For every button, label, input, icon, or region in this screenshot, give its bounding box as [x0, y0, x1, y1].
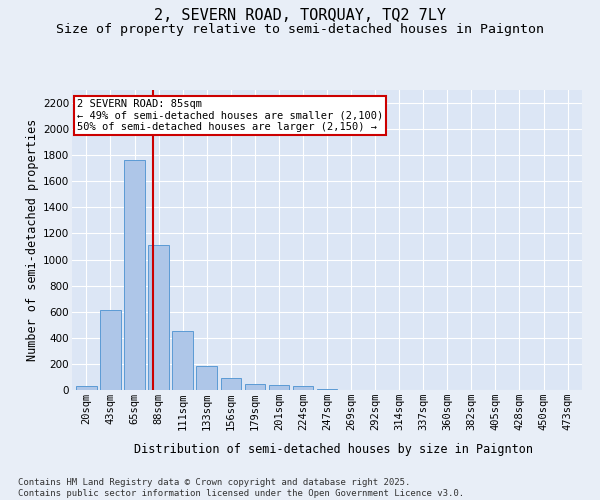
Bar: [221, 378, 241, 390]
Bar: [124, 160, 145, 390]
Bar: [317, 388, 337, 390]
Text: Size of property relative to semi-detached houses in Paignton: Size of property relative to semi-detach…: [56, 22, 544, 36]
Text: 2, SEVERN ROAD, TORQUAY, TQ2 7LY: 2, SEVERN ROAD, TORQUAY, TQ2 7LY: [154, 8, 446, 22]
Bar: [76, 386, 97, 390]
Bar: [269, 385, 289, 390]
Y-axis label: Number of semi-detached properties: Number of semi-detached properties: [26, 119, 39, 361]
Bar: [245, 384, 265, 390]
Bar: [172, 330, 193, 390]
Text: Distribution of semi-detached houses by size in Paignton: Distribution of semi-detached houses by …: [134, 442, 533, 456]
Bar: [293, 386, 313, 390]
Bar: [100, 310, 121, 390]
Bar: [196, 366, 217, 390]
Text: 2 SEVERN ROAD: 85sqm
← 49% of semi-detached houses are smaller (2,100)
50% of se: 2 SEVERN ROAD: 85sqm ← 49% of semi-detac…: [77, 99, 383, 132]
Bar: [148, 245, 169, 390]
Text: Contains HM Land Registry data © Crown copyright and database right 2025.
Contai: Contains HM Land Registry data © Crown c…: [18, 478, 464, 498]
